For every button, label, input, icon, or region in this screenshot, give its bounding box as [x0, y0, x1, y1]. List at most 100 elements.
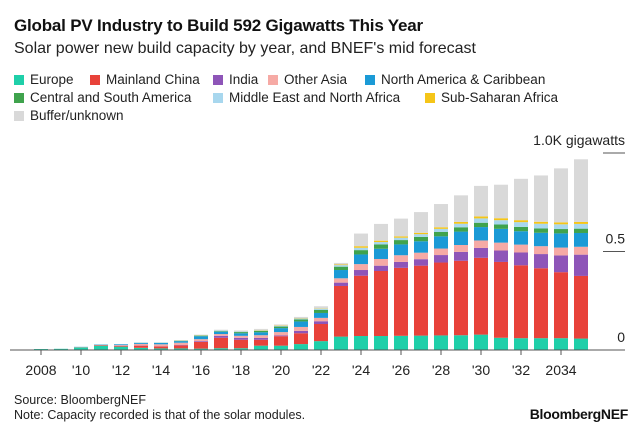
- bar-segment: [234, 348, 248, 350]
- bar-segment: [314, 312, 328, 318]
- bar-segment: [334, 265, 348, 267]
- bar-segment: [414, 232, 428, 235]
- bar-segment: [114, 345, 128, 347]
- bloombergnef-logo: BloombergNEF: [529, 406, 629, 422]
- bar-segment: [234, 337, 248, 340]
- bar-segment: [574, 221, 588, 224]
- bar-segment: [394, 255, 408, 262]
- legend-swatch: [365, 74, 375, 85]
- bar-segment: [214, 348, 228, 350]
- bar-segment: [454, 231, 468, 245]
- bar-segment: [334, 266, 348, 271]
- bar-segment: [514, 178, 528, 221]
- bar-segment: [434, 204, 448, 228]
- bar-segment: [414, 234, 428, 237]
- bar-segment: [294, 321, 308, 327]
- legend-swatch: [14, 110, 24, 121]
- bar-segment: [314, 317, 328, 322]
- bar-segment: [274, 328, 288, 333]
- bar-segment: [394, 261, 408, 268]
- bar-segment: [394, 218, 408, 237]
- bar-segment: [574, 228, 588, 233]
- bar-segment: [334, 336, 348, 350]
- bar-segment: [134, 347, 148, 350]
- x-tick-label: '10: [72, 362, 90, 378]
- bar-segment: [214, 337, 228, 349]
- bar-segment: [234, 333, 248, 336]
- bar-segment: [554, 233, 568, 248]
- bar-segment: [494, 184, 508, 219]
- legend-item: Other Asia: [268, 72, 347, 87]
- bar-segment: [374, 265, 388, 272]
- bar-segment: [354, 247, 368, 251]
- bar-segment: [554, 224, 568, 230]
- bar-segment: [114, 345, 128, 346]
- bar-segment: [474, 247, 488, 258]
- bar-segment: [554, 255, 568, 273]
- x-tick-label: '20: [272, 362, 290, 378]
- bar-segment: [334, 285, 348, 337]
- legend-item: North America & Caribbean: [365, 72, 545, 87]
- bar-segment: [554, 222, 568, 225]
- legend-swatch: [90, 74, 100, 85]
- bar-segment: [494, 220, 508, 225]
- legend-swatch: [425, 92, 435, 103]
- bar-segment: [394, 267, 408, 336]
- x-tick-label: '30: [472, 362, 490, 378]
- bar-segment: [174, 345, 188, 349]
- bar-segment: [374, 223, 388, 241]
- legend-label: North America & Caribbean: [381, 72, 546, 87]
- bar-segment: [214, 331, 228, 332]
- bar-segment: [54, 348, 68, 350]
- bar-segment: [434, 255, 448, 263]
- bar-segment: [434, 228, 448, 232]
- legend-label: Sub-Saharan Africa: [441, 90, 559, 105]
- bar-segment: [314, 321, 328, 324]
- bar-segment: [154, 342, 168, 345]
- bar-segment: [574, 338, 588, 350]
- bar-segment: [494, 218, 508, 221]
- bar-segment: [254, 335, 268, 338]
- bar-segment: [354, 336, 368, 350]
- bar-segment: [274, 325, 288, 327]
- bar-segment: [234, 331, 248, 333]
- note-text: Note: Capacity recorded is that of the s…: [14, 408, 306, 422]
- bar-segment: [314, 341, 328, 350]
- bar-segment: [114, 344, 128, 346]
- bar-segment: [314, 308, 328, 310]
- bar-segment: [134, 345, 148, 348]
- bar-segment: [274, 345, 288, 350]
- bar-segment: [274, 335, 288, 337]
- bar-segment: [514, 252, 528, 266]
- bar-segment: [94, 345, 108, 350]
- bar-segment: [574, 232, 588, 247]
- legend-label: Buffer/unknown: [30, 108, 124, 123]
- legend-swatch: [268, 74, 278, 85]
- bar-segment: [374, 258, 388, 266]
- bar-segment: [514, 220, 528, 223]
- legend-label: Mainland China: [106, 72, 200, 87]
- bar-segment: [534, 221, 548, 224]
- bar-segment: [354, 250, 368, 255]
- bar-segment: [234, 330, 248, 332]
- bar-segment: [274, 324, 288, 326]
- bar-segment: [494, 224, 508, 229]
- bar-segment: [194, 336, 208, 340]
- legend-item: Sub-Saharan Africa: [425, 90, 558, 105]
- legend-label: Other Asia: [284, 72, 348, 87]
- bar-segment: [534, 223, 548, 229]
- bar-segment: [534, 175, 548, 222]
- bar-segment: [514, 265, 528, 339]
- legend-item: India: [213, 72, 258, 87]
- bar-segment: [554, 168, 568, 223]
- bar-segment: [374, 242, 388, 245]
- bar-segment: [454, 223, 468, 228]
- bar-segment: [254, 330, 268, 333]
- bar-segment: [434, 335, 448, 350]
- bar-segment: [294, 319, 308, 322]
- bar-segment: [94, 345, 108, 346]
- bar-segment: [434, 236, 448, 249]
- legend-swatch: [213, 92, 223, 103]
- bar-segment: [274, 336, 288, 346]
- bar-segment: [74, 347, 88, 350]
